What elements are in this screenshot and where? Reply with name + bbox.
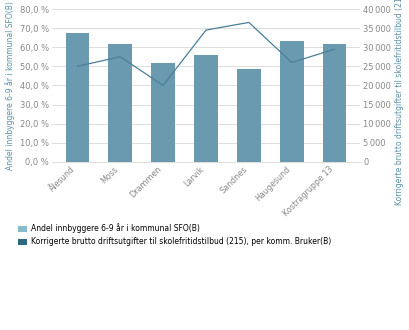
Legend: Andel innbyggere 6-9 år i kommunal SFO(B), Korrigerte brutto driftsutgifter til : Andel innbyggere 6-9 år i kommunal SFO(B…	[18, 224, 330, 246]
Bar	[279, 41, 303, 162]
Bar	[108, 44, 132, 162]
Bar	[322, 44, 346, 162]
Bar	[194, 55, 217, 162]
Bar	[65, 33, 89, 162]
Bar	[236, 69, 260, 162]
Y-axis label: Andel innbyggere 6-9 år i kommunal SFO(B): Andel innbyggere 6-9 år i kommunal SFO(B…	[6, 1, 16, 170]
Bar	[151, 62, 175, 162]
Y-axis label: Korrigerte brutto driftsutgifter til skolefritidstilbud (215), per k: Korrigerte brutto driftsutgifter til sko…	[394, 0, 403, 205]
